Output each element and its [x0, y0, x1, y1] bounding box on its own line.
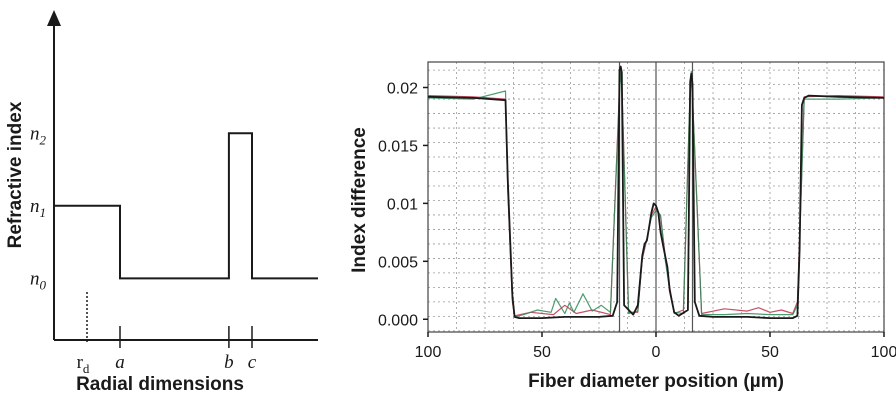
x-tick-label-3: c — [248, 352, 257, 373]
refractive-index-profile-chart: rd a b c n2 n1 n0 Radial dimensions Refractiv… — [5, 10, 318, 395]
series-line-0 — [427, 65, 885, 319]
y-tick-label-4: 0.02 — [387, 80, 418, 97]
y-tick-label-3: 0.015 — [378, 138, 418, 155]
y-axis-title: Refractive index — [5, 101, 26, 248]
index-difference-chart: 0.000 0.005 0.01 0.015 0.02 100 50 0 50 100 Fibe… — [349, 61, 896, 392]
y-level-label-1: n1 — [30, 196, 46, 220]
x-tick-label-2: b — [224, 352, 234, 373]
y-axis-arrow — [47, 10, 61, 26]
x-tick-label-2: 0 — [652, 344, 661, 361]
x-tick-label-0: rd — [77, 352, 90, 376]
x-axis-title: Fiber diameter position (µm) — [528, 371, 784, 392]
x-tick-label-3: 50 — [761, 344, 779, 361]
x-tick-label-1: 50 — [533, 344, 551, 361]
y-level-label-0: n2 — [30, 123, 47, 147]
x-axis-title: Radial dimensions — [76, 374, 244, 395]
x-tick-label-4: 100 — [871, 344, 896, 361]
index-profile-line — [54, 132, 318, 280]
y-tick-label-0: 0.000 — [378, 312, 418, 329]
y-tick-label-1: 0.005 — [378, 254, 418, 271]
y-axis-title: Index difference — [349, 127, 370, 273]
y-level-label-2: n0 — [30, 268, 47, 292]
x-tick-label-1: a — [115, 352, 125, 373]
x-tick-label-0: 100 — [415, 344, 442, 361]
y-tick-label-2: 0.01 — [387, 196, 418, 213]
